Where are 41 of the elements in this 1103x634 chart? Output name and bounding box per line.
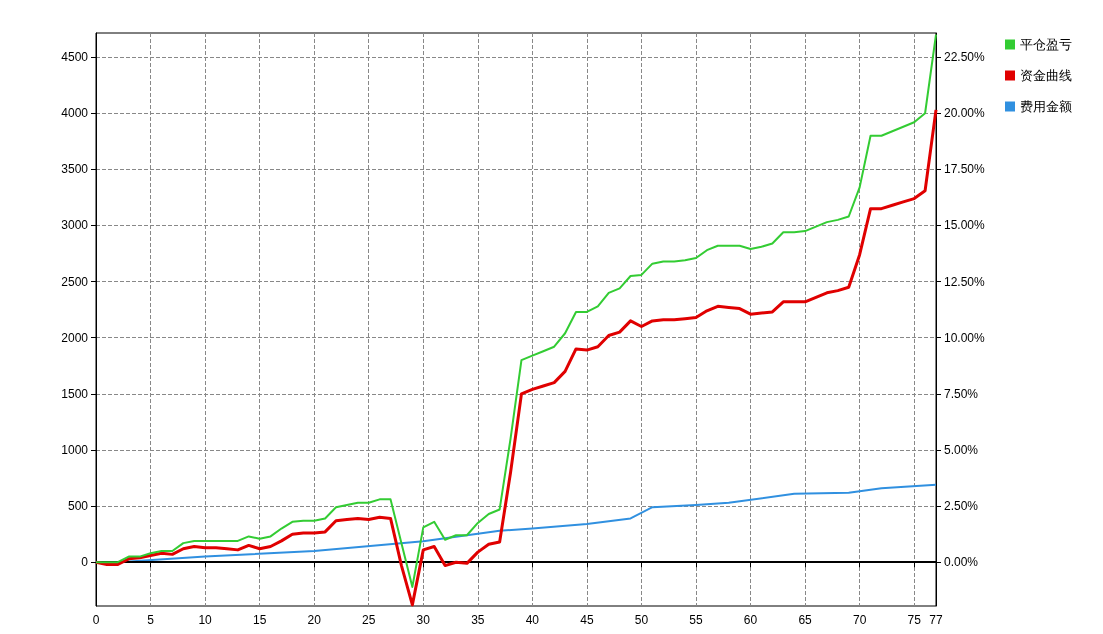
x-tick-label: 30: [416, 613, 431, 627]
y-tick-label: 4500: [61, 50, 89, 65]
x-tick-label: 15: [252, 613, 267, 627]
x-tick-label: 55: [689, 613, 703, 627]
x-tick-label: 10: [198, 613, 213, 627]
y-tick-label: 2000: [61, 330, 89, 345]
y-tick-label: 1000: [61, 442, 89, 457]
x-tick-label: 65: [798, 613, 813, 627]
y2-tick-label: 12.50%: [944, 274, 986, 289]
y2-tick-label: 17.50%: [944, 162, 986, 177]
y2-tick-label: 2.50%: [944, 499, 979, 514]
y-tick-label: 500: [67, 499, 89, 514]
x-tick-label: 70: [852, 613, 867, 627]
y-tick-label: 1500: [61, 386, 89, 401]
line-series: [94, 108, 938, 607]
y-tick-label: 2500: [61, 274, 89, 289]
x-tick-label: 77: [929, 613, 943, 627]
legend-label: 费用金额: [1020, 99, 1072, 114]
x-tick-label: 5: [147, 613, 155, 627]
y-tick-label: 3500: [61, 162, 89, 177]
y-tick-label: 3000: [61, 218, 89, 233]
x-tick-label: 0: [92, 613, 100, 627]
y-tick-label: 0: [81, 555, 89, 570]
legend-label: 平仓盈亏: [1020, 37, 1072, 52]
x-tick-label: 50: [634, 613, 649, 627]
y-tick-label: 4000: [61, 106, 89, 121]
y2-tick-label: 10.00%: [944, 330, 986, 345]
y2-tick-label: 5.00%: [944, 442, 979, 457]
x-tick-label: 45: [580, 613, 594, 627]
y2-tick-label: 20.00%: [944, 106, 986, 121]
x-tick-label: 40: [525, 613, 540, 627]
x-tick-label: 20: [307, 613, 322, 627]
x-tick-label: 75: [907, 613, 922, 627]
y2-tick-label: 0.00%: [944, 555, 979, 570]
y2-tick-label: 22.50%: [944, 50, 986, 65]
x-tick-label: 35: [471, 613, 485, 627]
y2-tick-label: 15.00%: [944, 218, 986, 233]
x-tick-label: 25: [362, 613, 376, 627]
y2-tick-label: 7.50%: [944, 386, 979, 401]
legend-label: 资金曲线: [1020, 68, 1072, 83]
x-tick-label: 60: [743, 613, 758, 627]
